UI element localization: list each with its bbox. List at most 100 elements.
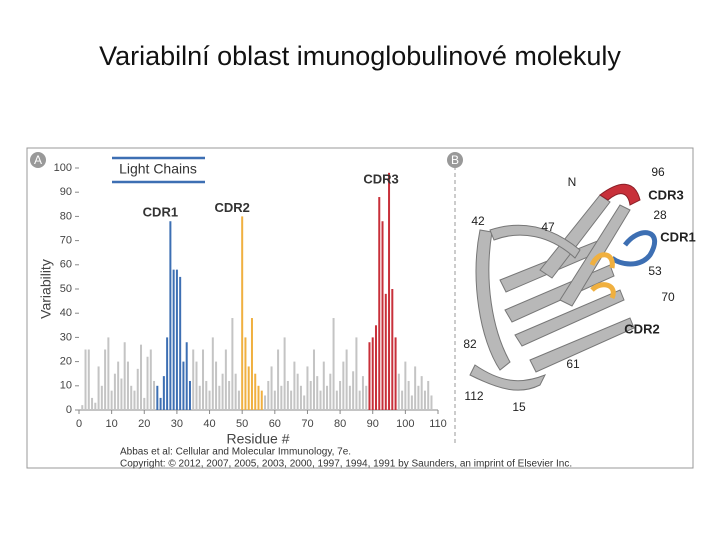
bar: [149, 349, 152, 410]
bar: [384, 293, 387, 410]
bar: [420, 376, 423, 410]
bar: [182, 361, 185, 410]
series-label: CDR1: [143, 205, 178, 220]
bar: [427, 380, 430, 410]
bar: [352, 371, 355, 410]
bar: [306, 366, 309, 410]
bar: [97, 366, 100, 410]
cdr3-loop: [599, 183, 641, 206]
bar: [290, 390, 293, 410]
bar: [110, 390, 113, 410]
bar: [228, 380, 231, 410]
bar: [107, 337, 110, 410]
panel-label: A: [34, 153, 42, 167]
bar: [241, 216, 244, 410]
bar: [159, 397, 162, 410]
bar: [374, 325, 377, 410]
bar: [335, 390, 338, 410]
y-tick-label: 30: [60, 331, 72, 343]
bar: [221, 373, 224, 410]
bar: [211, 337, 214, 410]
x-tick-label: 50: [236, 418, 248, 430]
bar: [303, 395, 306, 410]
bar: [218, 385, 221, 410]
x-tick-label: 60: [269, 418, 281, 430]
structure-label: 112: [464, 389, 483, 403]
x-tick-label: 30: [171, 418, 183, 430]
x-tick-label: 70: [301, 418, 313, 430]
bar: [365, 385, 368, 410]
structure-label: 53: [648, 264, 662, 278]
strand: [529, 317, 635, 373]
bar: [293, 361, 296, 410]
structure-label: 61: [566, 357, 580, 371]
series-label: CDR3: [363, 171, 398, 186]
x-tick-label: 40: [203, 418, 215, 430]
strand: [475, 229, 511, 371]
bar: [146, 356, 149, 410]
bar: [231, 318, 234, 410]
structure-label: 96: [651, 165, 665, 179]
bar: [166, 337, 169, 410]
structure-label: 42: [471, 214, 485, 228]
y-tick-label: 40: [60, 307, 72, 319]
bar: [267, 380, 270, 410]
bar: [185, 342, 188, 410]
bar: [237, 390, 240, 410]
x-tick-label: 100: [396, 418, 414, 430]
bar: [264, 395, 267, 410]
structure-label: 28: [653, 208, 667, 222]
bar: [273, 390, 276, 410]
x-tick-label: 0: [76, 418, 82, 430]
structure-label: 15: [512, 400, 526, 414]
bar: [81, 405, 84, 410]
bar: [277, 349, 280, 410]
strand: [514, 289, 625, 347]
bar: [388, 172, 391, 410]
structure-label: 47: [541, 220, 555, 234]
bar: [319, 390, 322, 410]
bar: [117, 361, 120, 410]
bar: [417, 385, 420, 410]
bar: [126, 361, 129, 410]
x-axis-label: Residue #: [226, 431, 289, 447]
structure-label: N: [568, 175, 577, 189]
bar: [179, 276, 182, 410]
bar: [345, 349, 348, 410]
bar: [130, 385, 133, 410]
structure-label: CDR3: [648, 187, 683, 202]
bar: [94, 402, 97, 410]
structure-label: CDR2: [624, 321, 659, 336]
bar: [247, 366, 250, 410]
bar: [234, 373, 237, 410]
slide-title: Variabilní oblast imunoglobulinové molek…: [99, 41, 621, 71]
panel-badge: [447, 152, 463, 168]
bar: [113, 373, 116, 410]
bar: [423, 390, 426, 410]
y-tick-label: 70: [60, 235, 72, 247]
bar: [368, 342, 371, 410]
x-tick-label: 10: [106, 418, 118, 430]
bar: [175, 269, 178, 410]
y-tick-label: 50: [60, 283, 72, 295]
bar: [270, 366, 273, 410]
bar: [309, 380, 312, 410]
bar: [254, 373, 257, 410]
bar: [87, 349, 90, 410]
bar: [339, 380, 342, 410]
bar: [133, 390, 136, 410]
x-tick-label: 90: [367, 418, 379, 430]
bar: [120, 378, 123, 410]
structure-label: 82: [463, 337, 477, 351]
strand: [559, 204, 631, 307]
chart-title: Light Chains: [119, 161, 197, 177]
bar: [136, 368, 139, 410]
ribbon-diagram: [469, 183, 658, 391]
bar: [224, 349, 227, 410]
y-tick-label: 0: [66, 404, 72, 416]
bar: [283, 337, 286, 410]
bar: [104, 349, 107, 410]
structure-label: CDR1: [660, 229, 695, 244]
bar: [100, 385, 103, 410]
